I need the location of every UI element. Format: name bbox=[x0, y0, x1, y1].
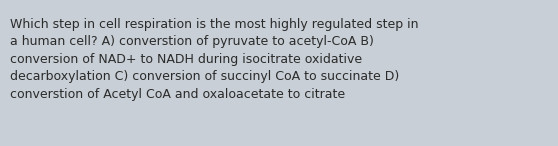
Text: Which step in cell respiration is the most highly regulated step in
a human cell: Which step in cell respiration is the mo… bbox=[10, 18, 418, 100]
